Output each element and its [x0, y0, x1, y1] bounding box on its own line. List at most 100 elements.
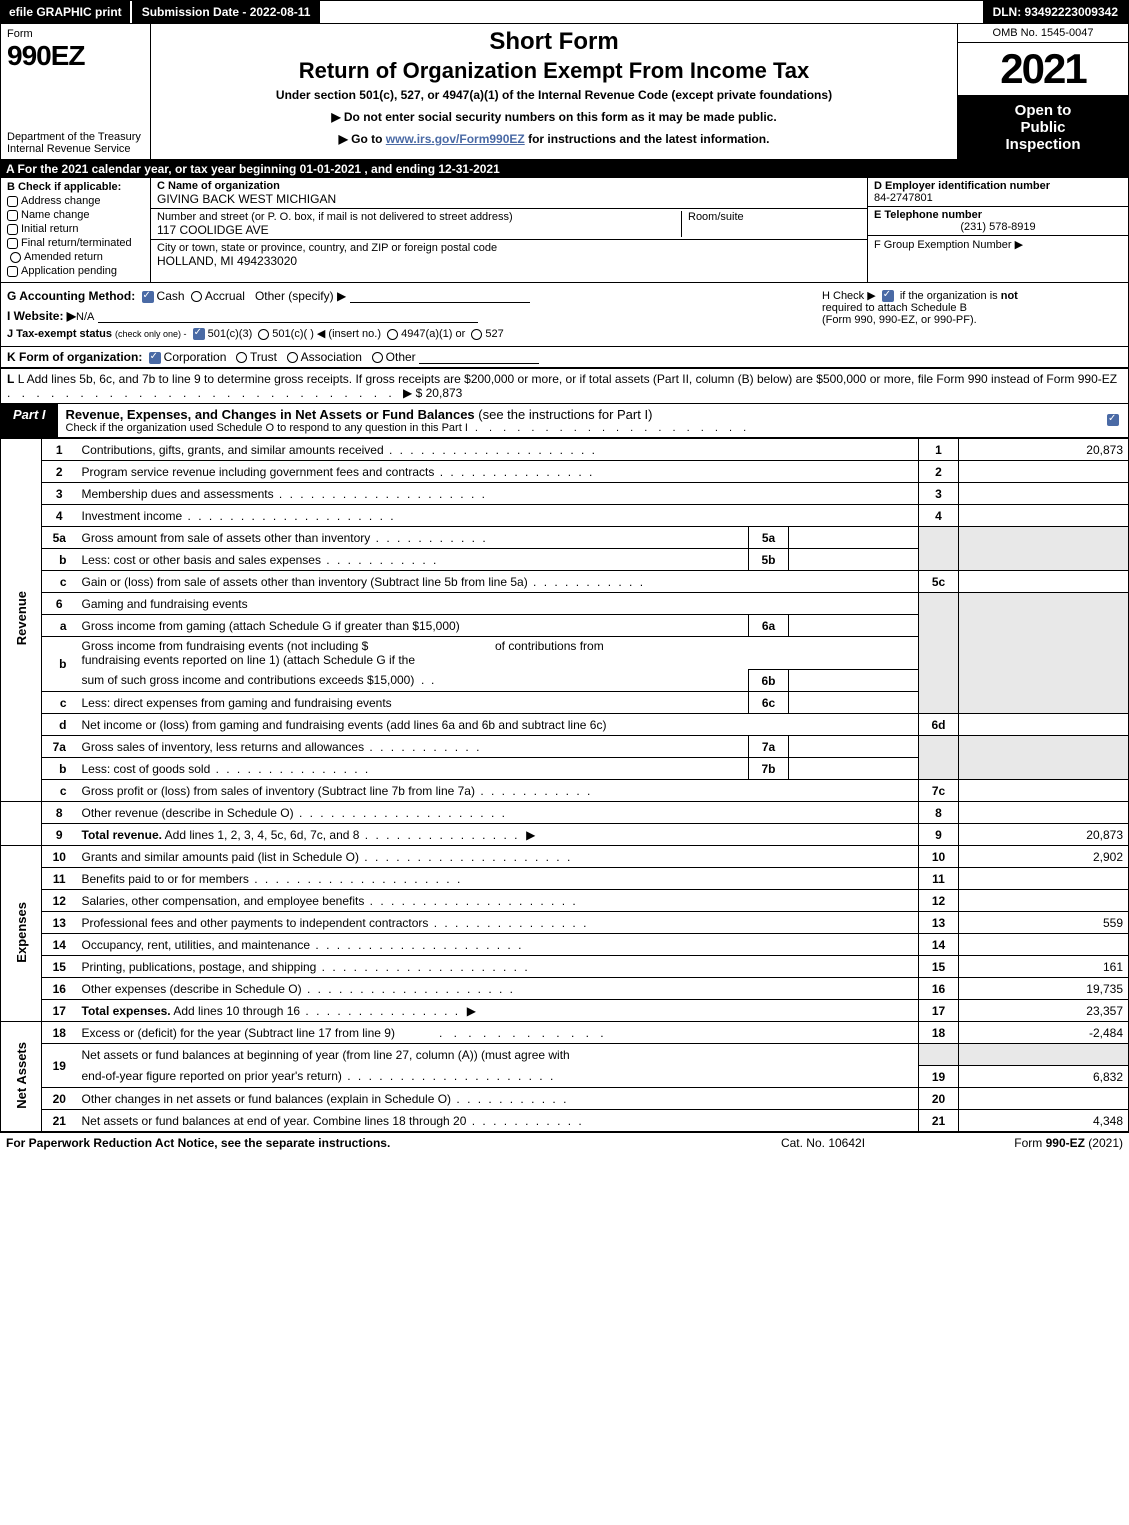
efile-print-button[interactable]: efile GRAPHIC print — [1, 1, 132, 23]
line-21: 21 Net assets or fund balances at end of… — [1, 1110, 1129, 1132]
line-7c: c Gross profit or (loss) from sales of i… — [1, 780, 1129, 802]
line-18: Net Assets 18 Excess or (deficit) for th… — [1, 1022, 1129, 1044]
radio-icon — [10, 252, 21, 263]
check-address-change[interactable]: Address change — [7, 195, 144, 207]
go-to-link-row: ▶ Go to www.irs.gov/Form990EZ for instru… — [159, 132, 949, 146]
ein-value: 84-2747801 — [874, 192, 933, 204]
ein-row: D Employer identification number 84-2747… — [868, 178, 1128, 207]
top-bar: efile GRAPHIC print Submission Date - 20… — [0, 0, 1129, 24]
form-label: Form — [7, 28, 144, 40]
org-name-row: C Name of organization GIVING BACK WEST … — [151, 178, 867, 209]
page-footer: For Paperwork Reduction Act Notice, see … — [0, 1132, 1129, 1153]
section-c: C Name of organization GIVING BACK WEST … — [151, 178, 868, 282]
check-final-return[interactable]: Final return/terminated — [7, 237, 144, 249]
checkbox-checked-icon — [882, 290, 894, 302]
section-b: B Check if applicable: Address change Na… — [1, 178, 151, 282]
header-left: Form 990EZ Department of the Treasury In… — [1, 24, 151, 159]
checkbox-icon — [7, 266, 18, 277]
part1-title: Revenue, Expenses, and Changes in Net As… — [58, 404, 1098, 437]
line-13: 13 Professional fees and other payments … — [1, 912, 1129, 934]
part1-header: Part I Revenue, Expenses, and Changes in… — [0, 404, 1129, 438]
under-section: Under section 501(c), 527, or 4947(a)(1)… — [159, 88, 949, 102]
telephone-value: (231) 578-8919 — [874, 221, 1122, 233]
line-11: 11 Benefits paid to or for members 11 — [1, 868, 1129, 890]
open-public-badge: Open to Public Inspection — [958, 96, 1128, 159]
form-header: Form 990EZ Department of the Treasury In… — [0, 24, 1129, 160]
org-name-value: GIVING BACK WEST MICHIGAN — [157, 192, 336, 206]
line-10: Expenses 10 Grants and similar amounts p… — [1, 846, 1129, 868]
gh-block: G Accounting Method: Cash Accrual Other … — [0, 283, 1129, 347]
check-amended[interactable]: Amended return — [7, 251, 144, 263]
line-16-value: 19,735 — [959, 978, 1129, 1000]
other-specify-line[interactable] — [350, 291, 530, 303]
header-center: Short Form Return of Organization Exempt… — [151, 24, 958, 159]
no-ssn-warning: ▶ Do not enter social security numbers o… — [159, 110, 949, 124]
website-line — [98, 311, 478, 323]
line-16: 16 Other expenses (describe in Schedule … — [1, 978, 1129, 1000]
gross-receipts: L L Add lines 5b, 6c, and 7b to line 9 t… — [0, 368, 1129, 404]
info-block: B Check if applicable: Address change Na… — [0, 178, 1129, 283]
address-row: Number and street (or P. O. box, if mail… — [151, 209, 867, 240]
checkbox-icon — [7, 224, 18, 235]
line-5c: c Gain or (loss) from sale of assets oth… — [1, 571, 1129, 593]
other-org-line — [419, 352, 539, 364]
line-2: 2 Program service revenue including gove… — [1, 461, 1129, 483]
line-6d: d Net income or (loss) from gaming and f… — [1, 714, 1129, 736]
form-of-organization: K Form of organization: Corporation Trus… — [0, 347, 1129, 368]
line-20: 20 Other changes in net assets or fund b… — [1, 1088, 1129, 1110]
paperwork-notice: For Paperwork Reduction Act Notice, see … — [6, 1136, 723, 1150]
cat-number: Cat. No. 10642I — [723, 1136, 923, 1150]
net-assets-label: Net Assets — [14, 1042, 29, 1109]
schedule-o-check[interactable] — [1098, 404, 1128, 437]
submission-date: Submission Date - 2022-08-11 — [132, 1, 321, 23]
line-19-2: end-of-year figure reported on prior yea… — [1, 1066, 1129, 1088]
line-21-value: 4,348 — [959, 1110, 1129, 1132]
check-initial-return[interactable]: Initial return — [7, 223, 144, 235]
radio-icon — [236, 352, 247, 363]
checkbox-icon — [7, 238, 18, 249]
tax-exempt-status: J Tax-exempt status (check only one) - 5… — [7, 327, 822, 340]
form-reference: Form 990-EZ (2021) — [923, 1136, 1123, 1150]
line-3: 3 Membership dues and assessments 3 — [1, 483, 1129, 505]
checkbox-checked-icon — [142, 291, 154, 303]
tax-year: 2021 — [958, 43, 1128, 96]
radio-icon — [372, 352, 383, 363]
revenue-label: Revenue — [14, 591, 29, 645]
checkbox-checked-icon — [193, 328, 205, 340]
form-990ez-page: efile GRAPHIC print Submission Date - 20… — [0, 0, 1129, 1153]
checkbox-checked-icon — [149, 352, 161, 364]
irs-link[interactable]: www.irs.gov/Form990EZ — [386, 132, 525, 146]
checkbox-icon — [7, 210, 18, 221]
line-15: 15 Printing, publications, postage, and … — [1, 956, 1129, 978]
top-bar-spacer — [320, 1, 982, 23]
checkbox-icon — [7, 196, 18, 207]
section-b-title: B Check if applicable: — [7, 181, 144, 193]
city-row: City or town, state or province, country… — [151, 240, 867, 282]
radio-icon — [387, 329, 398, 340]
form-number: 990EZ — [7, 40, 144, 72]
accounting-method: G Accounting Method: Cash Accrual Other … — [7, 289, 822, 303]
website-row: I Website: ▶N/A — [7, 309, 822, 323]
dln: DLN: 93492223009342 — [983, 1, 1128, 23]
line-19-value: 6,832 — [959, 1066, 1129, 1088]
total-revenue-value: 20,873 — [959, 824, 1129, 846]
line-7a: 7a Gross sales of inventory, less return… — [1, 736, 1129, 758]
gross-receipts-amount: $ 20,873 — [416, 386, 463, 400]
line-5a: 5a Gross amount from sale of assets othe… — [1, 527, 1129, 549]
check-app-pending[interactable]: Application pending — [7, 265, 144, 277]
group-exemption-row: F Group Exemption Number ▶ — [868, 236, 1128, 282]
city-value: HOLLAND, MI 494233020 — [157, 254, 297, 268]
line-14: 14 Occupancy, rent, utilities, and maint… — [1, 934, 1129, 956]
line-17: 17 Total expenses. Add lines 10 through … — [1, 1000, 1129, 1022]
website-value: N/A — [76, 311, 94, 323]
line-9: 9 Total revenue. Add lines 1, 2, 3, 4, 5… — [1, 824, 1129, 846]
line-12: 12 Salaries, other compensation, and emp… — [1, 890, 1129, 912]
row-a-tax-year: A For the 2021 calendar year, or tax yea… — [0, 160, 1129, 178]
part1-table: Revenue 1 Contributions, gifts, grants, … — [0, 438, 1129, 1132]
line-19-1: 19 Net assets or fund balances at beginn… — [1, 1044, 1129, 1066]
total-expenses-value: 23,357 — [959, 1000, 1129, 1022]
radio-icon — [191, 291, 202, 302]
check-name-change[interactable]: Name change — [7, 209, 144, 221]
gh-left: G Accounting Method: Cash Accrual Other … — [7, 289, 822, 340]
dept-treasury: Department of the Treasury Internal Reve… — [7, 131, 144, 155]
